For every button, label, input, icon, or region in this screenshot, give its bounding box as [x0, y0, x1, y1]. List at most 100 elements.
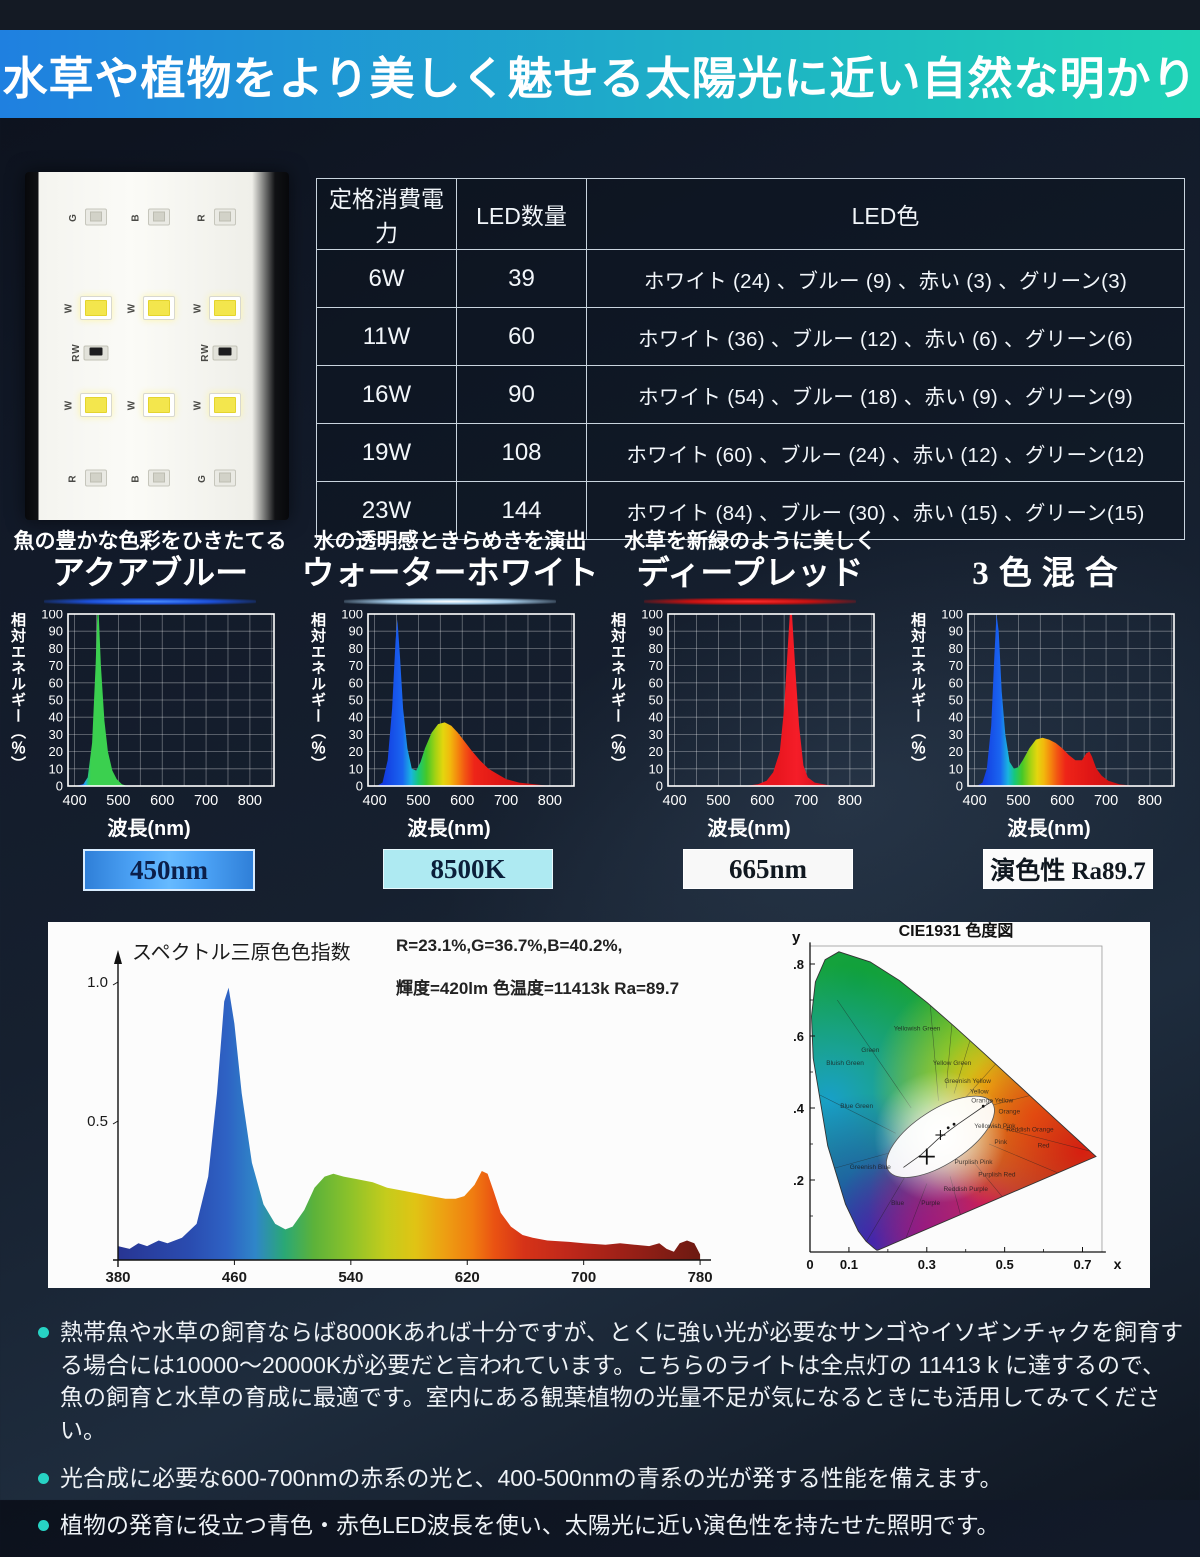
led-chip-w: W — [127, 295, 176, 320]
spectrum-chart-deep-red: 相対エネルギー（％） 0 10 20 30 40 50 60 70 80 90 100 400 500 6… — [600, 610, 900, 838]
y-tick-label: .2 — [793, 1173, 804, 1188]
led-chip-rw: RW — [201, 344, 238, 362]
bullet-text: 植物の発育に役立つ青色・赤色LED波長を使い、太陽光に近い演色性を持たせた照明で… — [60, 1512, 1000, 1539]
plot-border — [967, 613, 1175, 787]
y-tick-label: 30 — [649, 727, 663, 742]
table-row: 11W 60 ホワイト (36) 、ブルー (12) 、赤い (6) 、グリーン(6… — [316, 307, 1185, 366]
bullet-text: 光合成に必要な600-700nmの赤系の光と、400-500nmの青系の光が発す… — [60, 1464, 1003, 1491]
section-subtitle: 水草を新緑のように美しく — [624, 529, 876, 553]
led-die — [219, 472, 232, 483]
y-tick-label: 70 — [649, 658, 663, 673]
section-subtitle — [900, 528, 1200, 555]
glow-underline-white — [344, 598, 556, 605]
x-tick-label: 400 — [962, 793, 986, 809]
y-tick-label: 50 — [49, 693, 63, 708]
power-cell: 19W — [316, 423, 457, 482]
cie-y-axis-letter: y — [792, 929, 801, 946]
x-tick-label: 500 — [706, 793, 730, 809]
y-tick-label: 30 — [949, 727, 963, 742]
led-chip-label: W — [63, 399, 75, 411]
led-die — [89, 472, 102, 483]
spectrum-plot-aqua-blue: 0 10 20 30 40 50 60 70 80 90 100 400 500 600 700 800 — [41, 610, 275, 809]
y-tick-label: 50 — [649, 693, 663, 708]
led-die — [219, 211, 232, 222]
led-chip-label: W — [63, 302, 75, 313]
qty-cell: 60 — [456, 307, 587, 366]
col-header-power: 定格消費電力 — [316, 178, 457, 250]
led-spec-table: 定格消費電力 LED数量 LED色 6W 39 ホワイト (24) 、ブルー (9)… — [316, 178, 1185, 540]
led-die — [148, 397, 171, 414]
full-spectrum-plot: 0.5 1.0 380 460 540 620 700 780 — [87, 950, 713, 1286]
section-title: ウォーターホワイト — [301, 556, 599, 592]
col-header-color: LED色 — [586, 178, 1185, 250]
region-label: Reddish Orange — [1006, 1126, 1054, 1133]
y-tick-label: 30 — [49, 727, 63, 742]
power-cell: 6W — [316, 249, 457, 308]
wavelength-badge: 450nm — [83, 849, 255, 891]
spectrum-area — [744, 614, 833, 786]
led-board-surface: G B R W W W RW RW W W W R B G — [39, 172, 275, 520]
glow-underline-blue — [44, 598, 256, 605]
x-tick-label: 700 — [494, 793, 518, 809]
led-chip-r: R — [197, 208, 237, 226]
y-tick-label: 20 — [649, 744, 663, 759]
y-tick-label: 70 — [349, 658, 363, 673]
color-temp-badge: 8500K — [383, 849, 553, 889]
y-tick-label: 100 — [641, 610, 663, 622]
y-tick-label: 0 — [356, 779, 363, 794]
x-tick-label: 780 — [688, 1269, 713, 1286]
x-tick-label: 500 — [1006, 793, 1030, 809]
table-row: 6W 39 ホワイト (24) 、ブルー (9) 、赤い (3) 、グリーン(3) — [316, 249, 1185, 308]
y-tick-label: 100 — [341, 610, 363, 622]
x-tick-label: 800 — [838, 793, 862, 809]
led-die — [153, 472, 166, 483]
x-tick-label: 600 — [450, 793, 474, 809]
region-label: Red — [1038, 1143, 1050, 1150]
y-tick-label: 20 — [349, 744, 363, 759]
region-label: Purplish Red — [978, 1171, 1016, 1178]
y-tick-label: 10 — [649, 761, 663, 776]
led-chip-label: W — [127, 399, 139, 411]
x-axis-label: 波長(nm) — [107, 818, 191, 840]
spectrum-plot-water-white: 0 10 20 30 40 50 60 70 80 90 100 400 500 600 700 800 — [341, 610, 575, 809]
x-tick-label: 0 — [806, 1257, 813, 1272]
qty-cell: 108 — [456, 423, 587, 482]
spectrum-plot-deep-red: 0 10 20 30 40 50 60 70 80 90 100 400 500 600 700 800 — [641, 610, 875, 809]
led-board-photo: G B R W W W RW RW W W W R B G — [25, 172, 289, 520]
region-label: Yellowish Green — [894, 1026, 941, 1033]
x-tick-label: 0.3 — [918, 1257, 936, 1272]
led-color-cell: ホワイト (24) 、ブルー (9) 、赤い (3) 、グリーン(3) — [586, 249, 1185, 308]
led-die — [218, 347, 232, 356]
led-die — [214, 397, 237, 414]
led-chip-g: G — [68, 208, 107, 226]
spectrum-chart-aqua-blue: 相対エネルギー（％） 0 10 20 30 40 50 60 70 80 90 100 400 500 6… — [0, 610, 300, 838]
spectrum-chart-water-white: 相対エネルギー（％） 0 10 20 30 40 50 60 70 80 90 100 400 500 6… — [300, 610, 600, 838]
section-title: アクアブルー — [51, 556, 249, 592]
x-axis-label: 波長(nm) — [407, 818, 491, 840]
x-tick-label: 0.1 — [840, 1257, 858, 1272]
y-tick-label: 70 — [949, 658, 963, 673]
feature-bullet: 熱帯魚や水草の飼育ならば8000Kあれば十分ですが、とくに強い光が必要なサンゴや… — [38, 1316, 1188, 1447]
section-three-color-mix: 3色混合 相対エネルギー（％） 0 10 20 30 40 50 60 70 80 90 100 40… — [900, 528, 1200, 900]
x-tick-label: 800 — [1138, 793, 1162, 809]
led-color-cell: ホワイト (60) 、ブルー (24) 、赤い (12) 、グリーン(12) — [586, 423, 1185, 482]
spectrum-area — [74, 614, 128, 786]
region-label: Orange Yellow — [971, 1098, 1013, 1105]
region-label: Greenish Yellow — [944, 1078, 991, 1085]
locus-dot — [952, 1122, 956, 1126]
led-die — [84, 299, 107, 316]
y-tick-label: 10 — [349, 761, 363, 776]
rgb-index-annotation: R=23.1%,G=36.7%,B=40.2%, — [396, 936, 623, 955]
spectrum-area — [976, 614, 1135, 786]
y-tick-label: 60 — [49, 675, 63, 690]
page-title: 水草や植物をより美しく魅せる太陽光に近い自然な明かり — [2, 52, 1198, 104]
led-chip-label: W — [127, 302, 139, 313]
x-tick-label: 380 — [105, 1269, 130, 1286]
led-chip-w: W — [63, 295, 112, 320]
led-color-cell: ホワイト (54) 、ブルー (18) 、赤い (9) 、グリーン(9) — [586, 365, 1185, 424]
y-tick-label: 40 — [949, 710, 963, 725]
x-tick-label: 600 — [1050, 793, 1074, 809]
y-tick-label: 10 — [49, 761, 63, 776]
qty-cell: 39 — [456, 249, 587, 308]
region-label: Purple — [921, 1200, 940, 1207]
